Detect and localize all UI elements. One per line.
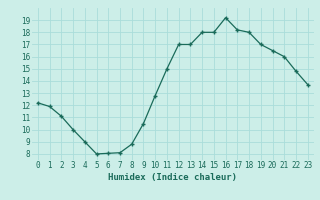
X-axis label: Humidex (Indice chaleur): Humidex (Indice chaleur) [108,173,237,182]
